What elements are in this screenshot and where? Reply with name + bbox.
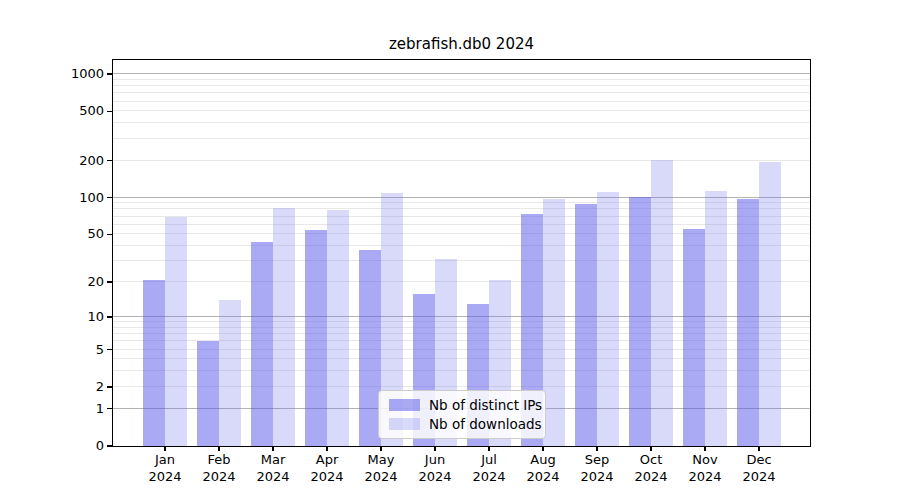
y-tick-20 xyxy=(107,281,112,282)
y-tick-5 xyxy=(107,349,112,350)
legend-label-downloads: Nb of downloads xyxy=(429,416,542,432)
bar-distinct-ips-feb xyxy=(197,341,219,446)
bar-downloads-feb xyxy=(219,300,241,446)
x-tick-sep xyxy=(596,446,597,451)
y-tick-label-0: 0 xyxy=(40,438,104,454)
y-tick-label-1: 1 xyxy=(40,401,104,417)
minor-gridline-300 xyxy=(113,138,810,139)
minor-gridline-600 xyxy=(113,101,810,102)
legend: Nb of distinct IPs Nb of downloads xyxy=(378,390,546,439)
download-stats-chart: zebrafish.db0 2024 Nb of distinct IPs Nb… xyxy=(0,0,900,500)
y-tick-0 xyxy=(107,445,112,446)
x-tick-apr xyxy=(326,446,327,451)
x-tick-label-jun: Jun2024 xyxy=(408,452,462,485)
x-tick-label-nov: Nov2024 xyxy=(678,452,732,485)
x-tick-mar xyxy=(272,446,273,451)
x-tick-label-jan: Jan2024 xyxy=(138,452,192,485)
y-tick-50 xyxy=(107,234,112,235)
plot-area: Nb of distinct IPs Nb of downloads xyxy=(112,59,811,447)
bar-distinct-ips-oct xyxy=(629,197,651,446)
minor-gridline-500 xyxy=(113,110,810,111)
y-tick-label-50: 50 xyxy=(40,226,104,242)
x-tick-label-apr: Apr2024 xyxy=(300,452,354,485)
bar-distinct-ips-apr xyxy=(305,230,327,446)
bars-layer xyxy=(113,60,810,446)
major-gridline-1000 xyxy=(113,73,810,74)
bar-downloads-jan xyxy=(165,217,187,446)
minor-gridline-200 xyxy=(113,160,810,161)
x-tick-label-dec: Dec2024 xyxy=(732,452,786,485)
x-tick-label-mar: Mar2024 xyxy=(246,452,300,485)
bar-downloads-aug xyxy=(543,199,565,446)
legend-label-distinct-ips: Nb of distinct IPs xyxy=(429,397,542,413)
chart-title: zebrafish.db0 2024 xyxy=(113,35,810,53)
y-tick-label-5: 5 xyxy=(40,342,104,358)
y-tick-label-20: 20 xyxy=(40,274,104,290)
legend-item-distinct-ips: Nb of distinct IPs xyxy=(389,397,537,413)
x-tick-label-may: May2024 xyxy=(354,452,408,485)
bar-distinct-ips-jan xyxy=(143,280,165,446)
y-tick-label-500: 500 xyxy=(40,103,104,119)
y-tick-label-1000: 1000 xyxy=(40,66,104,82)
bar-downloads-mar xyxy=(273,208,295,446)
y-tick-label-200: 200 xyxy=(40,153,104,169)
x-tick-may xyxy=(380,446,381,451)
bar-downloads-sep xyxy=(597,192,619,446)
bar-downloads-nov xyxy=(705,191,727,446)
x-tick-aug xyxy=(542,446,543,451)
x-tick-oct xyxy=(650,446,651,451)
minor-gridline-800 xyxy=(113,85,810,86)
x-tick-label-oct: Oct2024 xyxy=(624,452,678,485)
legend-swatch-downloads-icon xyxy=(389,418,420,431)
bar-distinct-ips-nov xyxy=(683,229,705,446)
x-tick-label-sep: Sep2024 xyxy=(570,452,624,485)
bar-distinct-ips-mar xyxy=(251,242,273,446)
x-tick-dec xyxy=(758,446,759,451)
legend-item-downloads: Nb of downloads xyxy=(389,416,537,432)
y-tick-label-10: 10 xyxy=(40,309,104,325)
x-tick-jul xyxy=(488,446,489,451)
x-tick-label-feb: Feb2024 xyxy=(192,452,246,485)
x-tick-jan xyxy=(164,446,165,451)
y-tick-1000 xyxy=(107,73,112,74)
x-tick-label-jul: Jul2024 xyxy=(462,452,516,485)
y-tick-100 xyxy=(107,197,112,198)
bar-downloads-apr xyxy=(327,210,349,446)
minor-gridline-400 xyxy=(113,122,810,123)
x-tick-feb xyxy=(218,446,219,451)
y-tick-10 xyxy=(107,316,112,317)
bar-distinct-ips-sep xyxy=(575,204,597,446)
y-tick-label-2: 2 xyxy=(40,379,104,395)
minor-gridline-700 xyxy=(113,92,810,93)
y-tick-500 xyxy=(107,111,112,112)
y-tick-2 xyxy=(107,386,112,387)
y-tick-label-100: 100 xyxy=(40,190,104,206)
y-tick-200 xyxy=(107,160,112,161)
legend-swatch-distinct-ips-icon xyxy=(389,399,420,412)
x-tick-label-aug: Aug2024 xyxy=(516,452,570,485)
y-tick-1 xyxy=(107,408,112,409)
x-tick-jun xyxy=(434,446,435,451)
bar-downloads-dec xyxy=(759,162,781,446)
bar-downloads-oct xyxy=(651,160,673,446)
minor-gridline-900 xyxy=(113,79,810,80)
bar-distinct-ips-dec xyxy=(737,199,759,446)
x-tick-nov xyxy=(704,446,705,451)
